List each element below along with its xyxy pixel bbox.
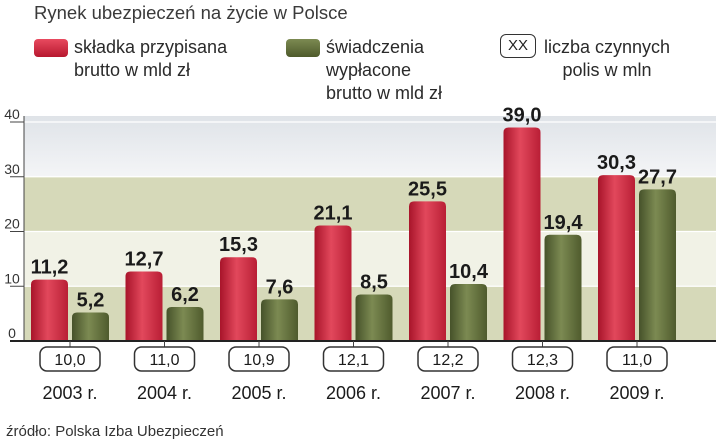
xtick-label-6: 2008 r. (515, 383, 570, 403)
legend-label-premium: składka przypisana brutto w mld zł (74, 37, 228, 80)
bar-premium-2 (125, 271, 163, 341)
value-label-premium-3: 15,3 (219, 234, 258, 256)
value-label-benefits-1: 5,2 (77, 290, 105, 312)
policy-box-value-1: 10,0 (54, 352, 85, 369)
value-label-premium-2: 12,7 (125, 248, 164, 270)
value-labels-group: 11,2 5,2 12,7 6,2 15,3 7,6 21,1 8,5 25,5 10,4 39,0… (31, 104, 677, 311)
value-label-benefits-5: 10,4 (449, 261, 489, 283)
chart-title: Rynek ubezpieczeń na życie w Polsce (34, 2, 348, 23)
bar-premium-1 (31, 279, 68, 341)
legend-box-policies: XX (500, 34, 536, 58)
policy-box-value-6: 12,3 (527, 352, 558, 369)
policy-box-3 (228, 346, 290, 372)
axes-group: 0 10 20 30 40 2003 r. 2004 r. 2005 r. 2006 r. 200… (4, 106, 716, 403)
ytick-label-0: 0 (8, 325, 16, 341)
bar-premium-6 (503, 127, 541, 341)
policy-box-1 (39, 346, 101, 372)
ytick-label-10: 10 (4, 270, 20, 286)
ytick-label-30: 30 (4, 161, 20, 177)
bar-premium-5 (409, 201, 446, 341)
policy-box-6 (511, 346, 574, 372)
value-label-premium-5: 25,5 (408, 178, 447, 200)
value-label-benefits-3: 7,6 (266, 276, 294, 298)
bar-benefits-1 (72, 312, 109, 341)
bar-premium-7 (598, 175, 635, 341)
legend-label-benefits: świadczenia wypłacone brutto w mld zł (326, 37, 443, 103)
policy-box-value-3: 10,9 (243, 352, 274, 369)
value-label-benefits-2: 6,2 (171, 284, 199, 306)
xtick-label-7: 2009 r. (609, 383, 664, 403)
policy-box-7 (606, 346, 668, 372)
bar-benefits-6 (544, 234, 582, 341)
bar-benefits-5 (450, 284, 487, 341)
xtick-label-1: 2003 r. (42, 383, 97, 403)
source-note: źródło: Polska Izba Ubezpieczeń (6, 423, 224, 440)
value-label-benefits-4: 8,5 (360, 271, 388, 293)
bar-benefits-2 (166, 307, 204, 341)
ytick-label-20: 20 (4, 216, 20, 232)
policy-box-value-4: 12,1 (338, 352, 369, 369)
legend-swatch-premium (34, 39, 68, 57)
policy-box-value-2: 11,0 (150, 352, 180, 369)
value-label-premium-7: 30,3 (597, 152, 636, 174)
value-label-benefits-7: 27,7 (638, 166, 677, 188)
bar-benefits-7 (639, 189, 676, 341)
bar-premium-3 (220, 257, 257, 341)
band-top (24, 116, 716, 177)
policy-box-5 (417, 346, 479, 372)
value-label-premium-6: 39,0 (503, 104, 542, 126)
xtick-label-5: 2007 r. (420, 383, 475, 403)
policy-box-value-7: 11,0 (622, 352, 652, 369)
policy-box-value-5: 12,2 (432, 352, 463, 369)
policy-box-4 (322, 346, 385, 372)
bar-benefits-4 (355, 294, 393, 341)
value-label-premium-1: 11,2 (31, 257, 69, 279)
xtick-label-4: 2006 r. (326, 383, 381, 403)
xtick-label-3: 2005 r. (231, 383, 286, 403)
legend-swatch-benefits (286, 39, 320, 57)
legend-label-policies: liczba czynnych polis w mln (544, 37, 671, 80)
bar-premium-4 (314, 225, 352, 341)
bars-group (31, 127, 676, 341)
policy-box-2 (133, 346, 196, 372)
value-label-premium-4: 21,1 (314, 202, 353, 224)
xtick-label-2: 2004 r. (137, 383, 192, 403)
value-label-benefits-6: 19,4 (544, 212, 584, 234)
bar-benefits-3 (261, 299, 298, 341)
policy-boxes-group: 10,0 11,0 10,9 12,1 12,2 12,3 11,0 (39, 346, 668, 372)
ytick-label-40: 40 (4, 106, 20, 122)
